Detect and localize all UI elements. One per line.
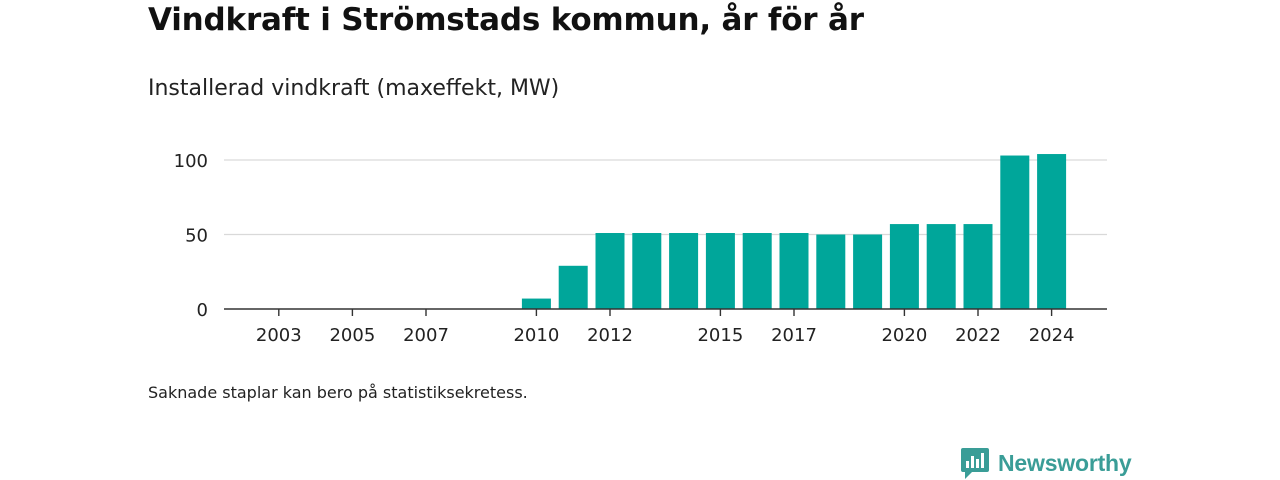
brand-name: Newsworthy [998,449,1132,476]
x-tick-label: 2015 [697,325,743,346]
y-tick-label: 50 [185,226,208,247]
bars [521,154,1067,309]
x-tick-label: 2017 [771,325,817,346]
bar [853,234,883,309]
bar [521,298,551,309]
x-tick-label: 2005 [329,325,375,346]
bar [742,233,772,309]
footnote: Saknade staplar kan bero på statistiksek… [148,383,528,402]
x-tick-label: 2022 [955,325,1001,346]
bar [926,224,956,309]
bar [1000,155,1030,309]
y-tick-label: 100 [174,151,208,172]
bar [558,265,588,309]
bar [963,224,993,309]
x-tick-label: 2007 [403,325,449,346]
grid-lines [224,159,1107,236]
bar [1037,154,1067,309]
y-tick-label: 0 [197,300,208,321]
chart-subtitle: Installerad vindkraft (maxeffekt, MW) [148,76,560,101]
newsworthy-logo-icon [961,448,989,479]
brand-logo[interactable]: Newsworthy [960,446,1132,480]
bar [669,233,699,309]
y-axis-ticks: 0 50 100 [174,151,208,321]
x-tick-label: 2024 [1029,325,1075,346]
x-tick-label: 2020 [881,325,927,346]
bar [632,233,662,309]
bar [816,234,846,309]
x-tick-label: 2012 [587,325,633,346]
bar [889,224,919,309]
x-tick-label: 2010 [513,325,559,346]
bar [705,233,735,309]
bar [595,233,625,309]
chart-title: Vindkraft i Strömstads kommun, år för år [148,2,864,38]
x-tick-label: 2003 [256,325,302,346]
bar [779,233,809,309]
x-axis-ticks: 2003 2005 2007 2010 2012 2015 2017 2020 2022 2024 [256,309,1075,346]
